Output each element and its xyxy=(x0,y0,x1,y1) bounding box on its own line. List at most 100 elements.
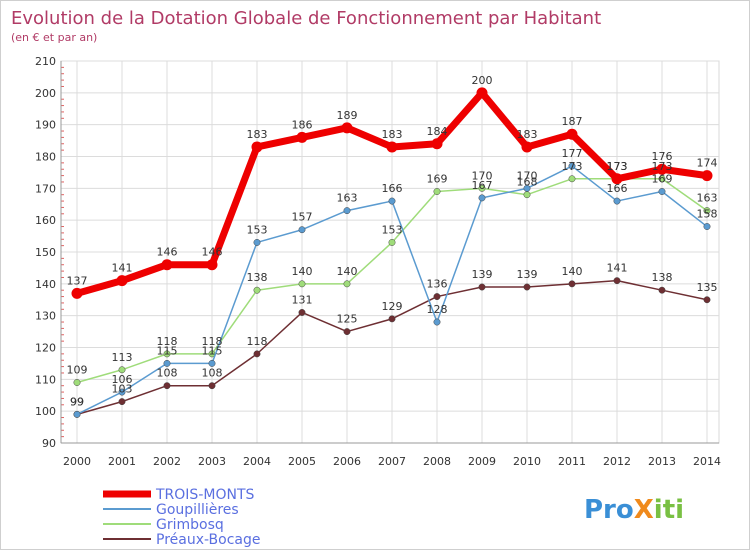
legend-label: Préaux-Bocage xyxy=(156,532,261,548)
data-label: 99 xyxy=(70,395,84,408)
data-point xyxy=(206,259,218,271)
y-tick-label: 150 xyxy=(35,246,56,259)
y-tick-label: 170 xyxy=(35,182,56,195)
data-point xyxy=(613,197,621,205)
data-label: 129 xyxy=(382,300,403,313)
data-point xyxy=(343,328,351,336)
data-labels: 99 103 108 108 118 131 125 129 136 139 139 140 141 13… xyxy=(67,74,718,409)
data-point xyxy=(118,398,126,406)
y-tick-label: 190 xyxy=(35,119,56,132)
data-point xyxy=(568,175,576,183)
data-label: 139 xyxy=(517,268,538,281)
x-tick-label: 2001 xyxy=(108,455,136,468)
data-label: 170 xyxy=(517,169,538,182)
data-label: 166 xyxy=(382,182,403,195)
x-tick-label: 2012 xyxy=(603,455,631,468)
data-point xyxy=(478,194,486,202)
x-tick-label: 2011 xyxy=(558,455,586,468)
data-label: 99 xyxy=(70,395,84,408)
y-tick-label: 180 xyxy=(35,151,56,164)
data-label: 176 xyxy=(652,150,673,163)
data-point xyxy=(521,141,533,153)
data-label: 125 xyxy=(337,313,358,326)
data-label: 128 xyxy=(427,303,448,316)
data-point xyxy=(253,350,261,358)
data-point xyxy=(73,379,81,386)
data-label: 139 xyxy=(472,268,493,281)
data-point xyxy=(433,318,441,326)
data-point xyxy=(568,280,576,288)
data-point xyxy=(703,296,711,304)
axes: 90 100 110 120 130 140 150 160 170 180 190 200 210 20… xyxy=(35,55,721,468)
y-tick-label: 110 xyxy=(35,373,56,386)
x-tick-label: 2009 xyxy=(468,455,496,468)
x-tick-label: 2008 xyxy=(423,455,451,468)
data-point xyxy=(388,315,396,323)
data-point xyxy=(208,359,216,367)
data-point xyxy=(386,141,398,153)
data-point xyxy=(433,188,441,195)
data-label: 183 xyxy=(382,128,403,141)
data-point xyxy=(116,275,128,287)
data-point xyxy=(253,286,261,294)
x-tick-label: 2006 xyxy=(333,455,361,468)
data-point xyxy=(703,223,711,230)
data-point xyxy=(701,170,713,182)
data-point xyxy=(298,280,306,288)
data-point xyxy=(658,286,666,294)
data-point xyxy=(523,191,531,199)
data-label: 168 xyxy=(517,176,538,189)
data-label: 170 xyxy=(472,169,493,182)
data-point xyxy=(658,188,666,195)
data-label: 141 xyxy=(112,262,133,275)
data-label: 109 xyxy=(67,364,88,377)
data-point xyxy=(611,173,623,185)
data-point xyxy=(433,293,441,301)
data-label: 163 xyxy=(337,192,358,205)
x-tick-label: 2004 xyxy=(243,455,271,468)
data-point xyxy=(656,163,668,175)
data-label: 141 xyxy=(607,262,628,275)
data-label: 138 xyxy=(247,271,268,284)
y-tick-label: 120 xyxy=(35,342,56,355)
data-point xyxy=(478,283,486,291)
data-label: 200 xyxy=(472,74,493,87)
x-tick-label: 2007 xyxy=(378,455,406,468)
data-label: 136 xyxy=(427,278,448,291)
data-point xyxy=(163,350,171,358)
data-label: 153 xyxy=(247,223,268,236)
data-label: 118 xyxy=(202,335,223,348)
chart-subtitle: (en € et par an) xyxy=(11,31,97,44)
y-tick-label: 200 xyxy=(35,87,56,100)
data-point xyxy=(613,277,621,285)
x-tick-label: 2013 xyxy=(648,455,676,468)
data-label: 186 xyxy=(292,118,313,131)
data-label: 135 xyxy=(697,281,718,294)
y-tick-label: 100 xyxy=(35,405,56,418)
data-point xyxy=(163,359,171,367)
data-point xyxy=(298,309,306,316)
data-point xyxy=(118,366,126,374)
x-tick-label: 2003 xyxy=(198,455,226,468)
x-tick-label: 2002 xyxy=(153,455,181,468)
legend: TROIS-MONTSGoupillièresGrimbosqPréaux-Bo… xyxy=(103,487,261,548)
data-label: 183 xyxy=(517,128,538,141)
data-point xyxy=(703,207,711,215)
data-label: 108 xyxy=(157,367,178,380)
data-label: 173 xyxy=(562,160,583,173)
data-label: 108 xyxy=(202,367,223,380)
proxiti-logo: ProXiti xyxy=(584,495,684,525)
data-label: 113 xyxy=(112,351,133,364)
x-tick-label: 2000 xyxy=(63,455,91,468)
data-label: 173 xyxy=(607,160,628,173)
data-label: 140 xyxy=(292,265,313,278)
y-tick-label: 130 xyxy=(35,310,56,323)
legend-label: TROIS-MONTS xyxy=(155,487,254,503)
data-point xyxy=(343,280,351,288)
y-tick-label: 210 xyxy=(35,55,56,68)
data-label: 169 xyxy=(427,173,448,186)
data-label: 106 xyxy=(112,373,133,386)
series-layer xyxy=(71,87,713,418)
data-label: 163 xyxy=(697,192,718,205)
